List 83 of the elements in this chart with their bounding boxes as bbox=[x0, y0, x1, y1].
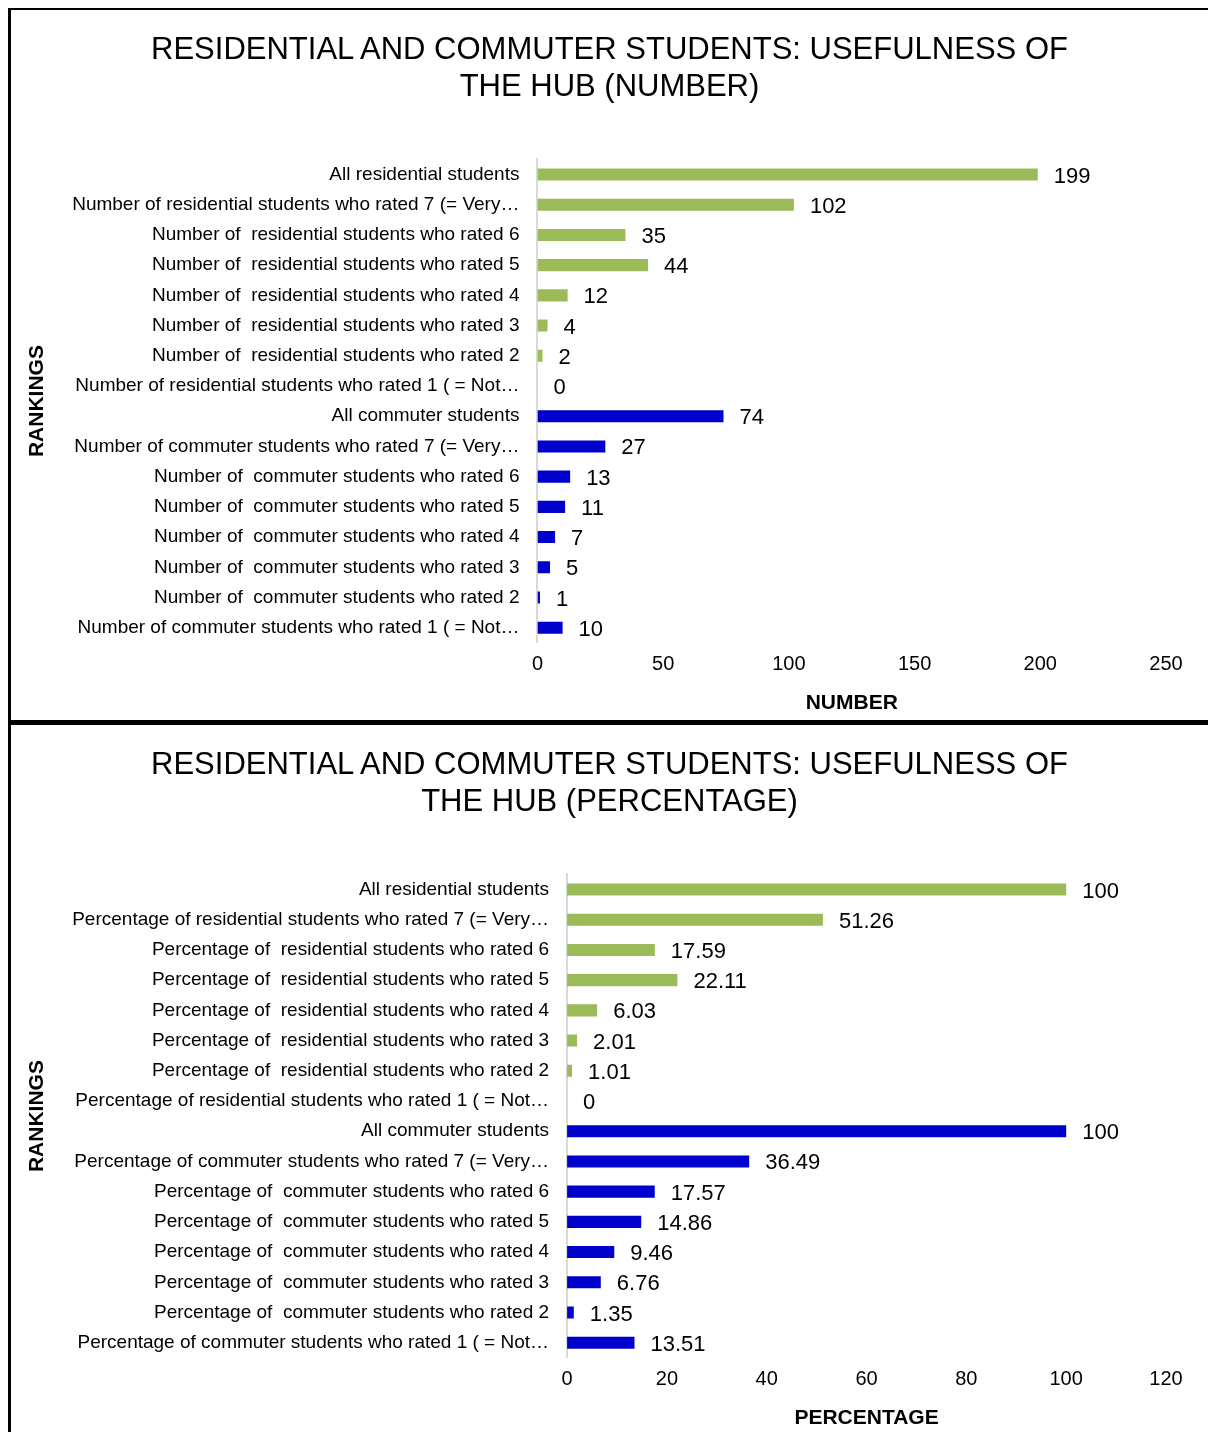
x-tick-label: 200 bbox=[1023, 652, 1057, 675]
data-label: 22.11 bbox=[693, 968, 747, 994]
data-label: 6.03 bbox=[613, 998, 656, 1024]
x-tick-label: 40 bbox=[755, 1367, 778, 1390]
x-tick-label: 80 bbox=[955, 1367, 978, 1390]
x-tick-label: 0 bbox=[531, 652, 544, 675]
data-label: 12 bbox=[583, 283, 609, 309]
x-tick-label: 120 bbox=[1149, 1367, 1183, 1390]
y-tick-label: Number of commuter students who rated 1 ( = Not… bbox=[77, 615, 520, 637]
data-label: 27 bbox=[621, 434, 646, 460]
x-axis-title: NUMBER bbox=[805, 690, 898, 714]
x-tick-label: 250 bbox=[1149, 652, 1183, 675]
data-label: 100 bbox=[1082, 877, 1119, 903]
data-label: 14.86 bbox=[657, 1209, 713, 1235]
y-tick-label: Percentage of residential students who rated 2 bbox=[151, 1059, 550, 1081]
data-label: 13 bbox=[586, 464, 611, 490]
y-tick-label: All residential students bbox=[329, 162, 520, 184]
y-tick-label: Number of commuter students who rated 6 bbox=[154, 464, 520, 486]
data-label: 1.35 bbox=[589, 1300, 633, 1326]
data-label: 0 bbox=[553, 374, 566, 400]
y-tick-label: Percentage of commuter students who rated 5 bbox=[154, 1210, 550, 1232]
x-axis-title: PERCENTAGE bbox=[794, 1405, 939, 1429]
data-label: 44 bbox=[664, 253, 689, 279]
data-label: 7 bbox=[571, 525, 584, 551]
y-tick-label: Number of residential students who rated 4 bbox=[151, 283, 520, 305]
y-tick-label: Number of commuter students who rated 4 bbox=[154, 525, 520, 547]
x-tick-label: 0 bbox=[561, 1367, 573, 1390]
chart-title: RESIDENTIAL AND COMMUTER STUDENTS: USEFULNESS OF THE HUB (NUMBER) bbox=[150, 30, 1069, 105]
y-tick-label: Percentage of residential students who rated 5 bbox=[151, 968, 550, 990]
y-tick-label: All residential students bbox=[358, 877, 550, 899]
x-tick-label: 100 bbox=[772, 652, 806, 675]
data-label: 74 bbox=[739, 404, 764, 430]
y-axis-title: RANKINGS bbox=[24, 345, 48, 458]
x-tick-label: 60 bbox=[855, 1367, 878, 1390]
data-label: 102 bbox=[809, 192, 847, 218]
y-tick-label: Number of residential students who rated 6 bbox=[151, 223, 520, 245]
data-label: 100 bbox=[1082, 1119, 1119, 1145]
y-tick-label: Number of residential students who rated 5 bbox=[151, 253, 520, 275]
data-label: 35 bbox=[641, 222, 666, 248]
y-tick-label: Percentage of residential students who rated 3 bbox=[151, 1028, 550, 1050]
chart-title: RESIDENTIAL AND COMMUTER STUDENTS: USEFULNESS OF THE HUB (PERCENTAGE) bbox=[150, 745, 1069, 820]
data-label: 0 bbox=[583, 1089, 596, 1115]
y-tick-label: Percentage of commuter students who rated 6 bbox=[154, 1179, 550, 1201]
data-label: 2 bbox=[558, 343, 571, 369]
y-tick-label: Number of commuter students who rated 3 bbox=[154, 555, 520, 577]
y-tick-label: Percentage of commuter students who rated 2 bbox=[154, 1300, 550, 1322]
data-label: 36.49 bbox=[765, 1149, 821, 1175]
data-label: 17.57 bbox=[670, 1179, 726, 1205]
y-tick-label: Number of residential students who rated 2 bbox=[151, 344, 520, 366]
y-tick-label: Percentage of commuter students who rated 1 ( = Not… bbox=[77, 1330, 550, 1352]
y-tick-label: All commuter students bbox=[331, 404, 520, 426]
y-tick-label: Number of residential students who rated 3 bbox=[151, 313, 520, 335]
x-tick-label: 50 bbox=[652, 652, 675, 675]
x-tick-label: 150 bbox=[897, 652, 932, 675]
x-tick-label: 100 bbox=[1049, 1367, 1083, 1390]
data-label: 2.01 bbox=[593, 1028, 636, 1054]
y-tick-label: Number of residential students who rated 7 (= Very… bbox=[72, 192, 520, 214]
data-label: 17.59 bbox=[670, 937, 726, 963]
data-label: 9.46 bbox=[630, 1240, 674, 1266]
y-tick-label: All commuter students bbox=[361, 1119, 550, 1141]
data-label: 10 bbox=[578, 615, 604, 641]
y-tick-label: Percentage of residential students who rated 7 (= Very… bbox=[72, 907, 550, 929]
y-tick-label: Percentage of commuter students who rated 7 (= Very… bbox=[74, 1149, 550, 1171]
y-axis-title: RANKINGS bbox=[24, 1060, 48, 1173]
y-tick-label: Percentage of commuter students who rated 3 bbox=[154, 1270, 550, 1292]
y-tick-label: Percentage of commuter students who rated 4 bbox=[154, 1240, 550, 1262]
y-tick-label: Percentage of residential students who rated 6 bbox=[151, 938, 550, 960]
data-label: 5 bbox=[566, 555, 579, 581]
y-tick-label: Number of commuter students who rated 2 bbox=[154, 585, 520, 607]
data-label: 4 bbox=[563, 313, 576, 339]
data-label: 11 bbox=[581, 494, 604, 520]
y-tick-label: Number of commuter students who rated 5 bbox=[154, 495, 520, 517]
data-label: 199 bbox=[1053, 162, 1091, 188]
y-tick-label: Percentage of residential students who rated 4 bbox=[151, 998, 550, 1020]
y-tick-label: Percentage of residential students who rated 1 ( = Not… bbox=[75, 1089, 550, 1111]
y-tick-label: Number of residential students who rated 1 ( = Not… bbox=[75, 374, 520, 396]
x-tick-label: 20 bbox=[655, 1367, 678, 1390]
data-label: 51.26 bbox=[838, 907, 894, 933]
data-label: 1.01 bbox=[588, 1058, 631, 1084]
y-tick-label: Number of commuter students who rated 7 (= Very… bbox=[74, 434, 520, 456]
data-label: 6.76 bbox=[616, 1270, 660, 1296]
data-label: 1 bbox=[555, 585, 569, 611]
data-label: 13.51 bbox=[650, 1330, 706, 1356]
